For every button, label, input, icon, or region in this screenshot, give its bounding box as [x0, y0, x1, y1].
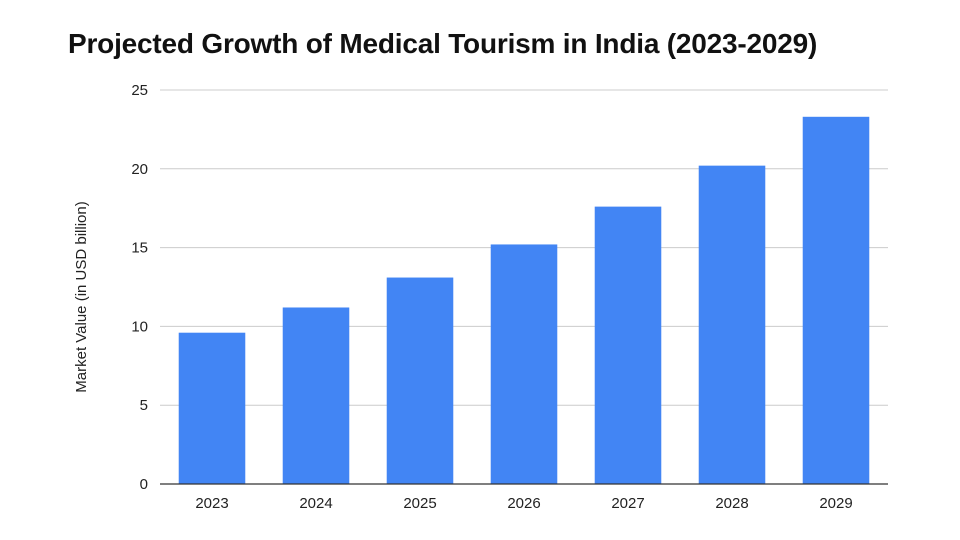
x-tick-label: 2024	[299, 495, 332, 512]
bar	[282, 307, 350, 484]
x-tick-label: 2027	[611, 495, 644, 512]
bar	[178, 332, 246, 484]
y-tick-label: 20	[131, 161, 148, 178]
x-tick-label: 2026	[507, 495, 540, 512]
x-tick-label: 2029	[819, 495, 852, 512]
x-tick-label: 2025	[403, 495, 436, 512]
x-tick-label: 2023	[195, 495, 228, 512]
y-tick-label: 0	[140, 476, 148, 493]
x-tick-label: 2028	[715, 495, 748, 512]
y-axis-title: Market Value (in USD billion)	[73, 201, 90, 392]
bar	[490, 244, 558, 484]
y-tick-label: 10	[131, 318, 148, 335]
y-tick-label: 25	[131, 82, 148, 99]
bar	[802, 116, 870, 485]
bar	[386, 277, 454, 484]
bar	[594, 206, 662, 484]
y-tick-label: 15	[131, 240, 148, 257]
bars	[178, 116, 870, 485]
chart-title: Projected Growth of Medical Tourism in I…	[68, 28, 818, 59]
bar	[698, 165, 766, 484]
y-tick-label: 5	[140, 397, 148, 414]
